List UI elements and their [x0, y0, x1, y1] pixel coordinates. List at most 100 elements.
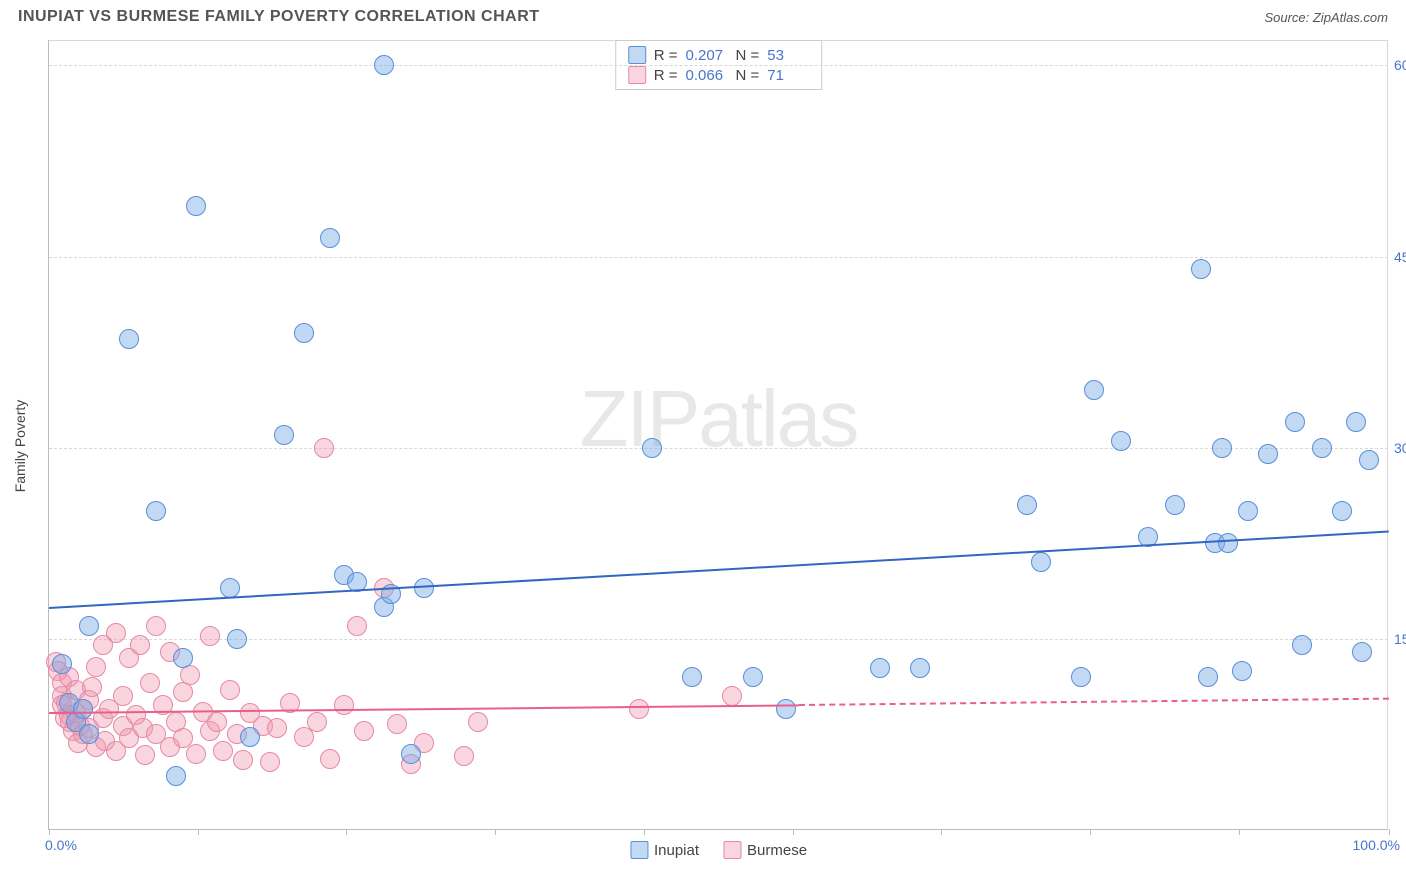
gridline: [49, 257, 1388, 258]
swatch-a-icon: [628, 46, 646, 64]
legend-item-b: Burmese: [723, 841, 807, 859]
point-burmese: [130, 635, 150, 655]
point-burmese: [454, 746, 474, 766]
point-inupiat: [401, 744, 421, 764]
point-inupiat: [79, 724, 99, 744]
point-inupiat: [220, 578, 240, 598]
point-inupiat: [1285, 412, 1305, 432]
stats-row-b: R = 0.066 N = 71: [628, 65, 810, 85]
trendline-inupiat: [49, 531, 1389, 609]
point-burmese: [260, 752, 280, 772]
point-inupiat: [1111, 431, 1131, 451]
point-inupiat: [1017, 495, 1037, 515]
point-inupiat: [1084, 380, 1104, 400]
point-burmese: [629, 699, 649, 719]
x-tick: [793, 829, 794, 835]
point-inupiat: [776, 699, 796, 719]
point-inupiat: [1346, 412, 1366, 432]
stats-row-a: R = 0.207 N = 53: [628, 45, 810, 65]
point-burmese: [320, 749, 340, 769]
point-burmese: [146, 616, 166, 636]
gridline: [49, 639, 1388, 640]
point-burmese: [106, 623, 126, 643]
point-burmese: [267, 718, 287, 738]
point-inupiat: [52, 654, 72, 674]
point-inupiat: [1238, 501, 1258, 521]
point-burmese: [354, 721, 374, 741]
point-burmese: [82, 677, 102, 697]
point-burmese: [207, 712, 227, 732]
point-inupiat: [1165, 495, 1185, 515]
swatch-a-icon: [630, 841, 648, 859]
point-inupiat: [1359, 450, 1379, 470]
point-inupiat: [374, 55, 394, 75]
point-burmese: [135, 745, 155, 765]
x-tick: [198, 829, 199, 835]
x-tick: [1389, 829, 1390, 835]
point-inupiat: [79, 616, 99, 636]
x-max-label: 100.0%: [1353, 837, 1400, 853]
x-tick: [495, 829, 496, 835]
point-inupiat: [910, 658, 930, 678]
point-inupiat: [642, 438, 662, 458]
point-inupiat: [1292, 635, 1312, 655]
point-inupiat: [146, 501, 166, 521]
watermark: ZIPatlas: [580, 373, 857, 465]
point-burmese: [314, 438, 334, 458]
point-inupiat: [682, 667, 702, 687]
x-tick: [1090, 829, 1091, 835]
point-burmese: [468, 712, 488, 732]
point-inupiat: [227, 629, 247, 649]
scatter-plot: ZIPatlas R = 0.207 N = 53 R = 0.066 N = …: [48, 40, 1388, 830]
point-inupiat: [870, 658, 890, 678]
x-tick: [941, 829, 942, 835]
x-tick: [49, 829, 50, 835]
gridline: [49, 65, 1388, 66]
x-tick: [1239, 829, 1240, 835]
point-burmese: [722, 686, 742, 706]
point-burmese: [387, 714, 407, 734]
series-legend: Inupiat Burmese: [630, 841, 807, 859]
chart-title: INUPIAT VS BURMESE FAMILY POVERTY CORREL…: [18, 8, 540, 26]
source-attribution: Source: ZipAtlas.com: [1264, 10, 1388, 25]
point-burmese: [307, 712, 327, 732]
point-inupiat: [1031, 552, 1051, 572]
point-inupiat: [743, 667, 763, 687]
point-inupiat: [1258, 444, 1278, 464]
swatch-b-icon: [723, 841, 741, 859]
point-inupiat: [1212, 438, 1232, 458]
point-burmese: [334, 695, 354, 715]
point-inupiat: [240, 727, 260, 747]
point-inupiat: [274, 425, 294, 445]
point-burmese: [213, 741, 233, 761]
swatch-b-icon: [628, 66, 646, 84]
y-tick-label: 30.0%: [1394, 440, 1406, 456]
point-inupiat: [1071, 667, 1091, 687]
y-tick-label: 45.0%: [1394, 249, 1406, 265]
trendline-burmese-extrapolated: [799, 697, 1389, 705]
gridline: [49, 448, 1388, 449]
y-axis-label: Family Poverty: [12, 400, 28, 493]
point-inupiat: [294, 323, 314, 343]
point-inupiat: [119, 329, 139, 349]
point-inupiat: [1332, 501, 1352, 521]
point-inupiat: [166, 766, 186, 786]
point-inupiat: [1191, 259, 1211, 279]
x-min-label: 0.0%: [45, 837, 77, 853]
point-inupiat: [173, 648, 193, 668]
point-burmese: [233, 750, 253, 770]
point-inupiat: [1352, 642, 1372, 662]
y-tick-label: 60.0%: [1394, 57, 1406, 73]
x-tick: [644, 829, 645, 835]
point-inupiat: [320, 228, 340, 248]
point-burmese: [200, 626, 220, 646]
point-inupiat: [1312, 438, 1332, 458]
x-tick: [346, 829, 347, 835]
point-inupiat: [1198, 667, 1218, 687]
point-burmese: [86, 657, 106, 677]
legend-item-a: Inupiat: [630, 841, 699, 859]
point-inupiat: [1232, 661, 1252, 681]
point-burmese: [186, 744, 206, 764]
point-inupiat: [73, 699, 93, 719]
point-inupiat: [186, 196, 206, 216]
